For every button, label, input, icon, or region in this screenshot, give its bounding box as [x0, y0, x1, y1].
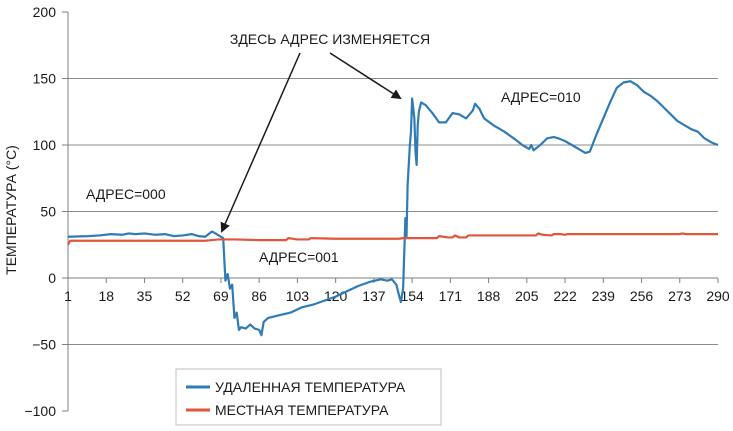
x-tick-label: 35 [137, 288, 153, 304]
x-tick-label: 86 [251, 288, 267, 304]
annotation-arrow-right [329, 52, 402, 100]
y-tick-label: −50 [32, 337, 56, 353]
x-tick-label: 171 [439, 288, 463, 304]
y-tick-label: 0 [48, 270, 56, 286]
x-tick-label: 273 [668, 288, 692, 304]
y-tick-label: 100 [33, 137, 57, 153]
y-tick-label: 150 [33, 71, 57, 87]
x-tick-label: 290 [706, 288, 730, 304]
x-axis-ticks: 1 18 35 52 69 86 103 120 137 154 171 188 205 222 239 25… [64, 278, 730, 304]
address-010-label: АДРЕС=010 [501, 89, 581, 105]
x-tick-label: 18 [98, 288, 114, 304]
x-tick-label: 1 [64, 288, 72, 304]
y-axis-ticks: −100 −50 0 50 100 150 200 [24, 4, 68, 419]
x-tick-label: 137 [362, 288, 386, 304]
y-tick-label: 200 [33, 4, 57, 20]
address-000-label: АДРЕС=000 [86, 186, 166, 202]
x-tick-label: 69 [213, 288, 229, 304]
address-change-annotation: ЗДЕСЬ АДРЕС ИЗМЕНЯЕТСЯ [230, 31, 430, 47]
series-line-remote [67, 80, 719, 337]
legend-box [175, 368, 442, 426]
gridlines [68, 78, 718, 345]
series-line-local [67, 232, 718, 246]
address-001-label: АДРЕС=001 [259, 249, 339, 265]
x-tick-label: 239 [592, 288, 616, 304]
y-tick-label: −100 [24, 403, 56, 419]
y-tick-label: 50 [40, 204, 56, 220]
annotation-arrow-left [220, 52, 301, 233]
legend: УДАЛЕННАЯ ТЕМПЕРАТУРА МЕСТНАЯ ТЕМПЕРАТУР… [175, 368, 442, 426]
x-tick-label: 222 [553, 288, 577, 304]
x-tick-label: 188 [477, 288, 501, 304]
series-lines [67, 80, 719, 337]
y-axis-title: ТЕМПЕРАТУРА (°C) [3, 145, 19, 275]
legend-label-remote: УДАЛЕННАЯ ТЕМПЕРАТУРА [215, 379, 406, 395]
x-tick-label: 103 [286, 288, 310, 304]
x-tick-label: 205 [515, 288, 539, 304]
x-tick-label: 52 [175, 288, 191, 304]
legend-label-local: МЕСТНАЯ ТЕМПЕРАТУРА [215, 402, 389, 418]
x-tick-label: 256 [630, 288, 654, 304]
x-tick-label: 154 [400, 288, 424, 304]
